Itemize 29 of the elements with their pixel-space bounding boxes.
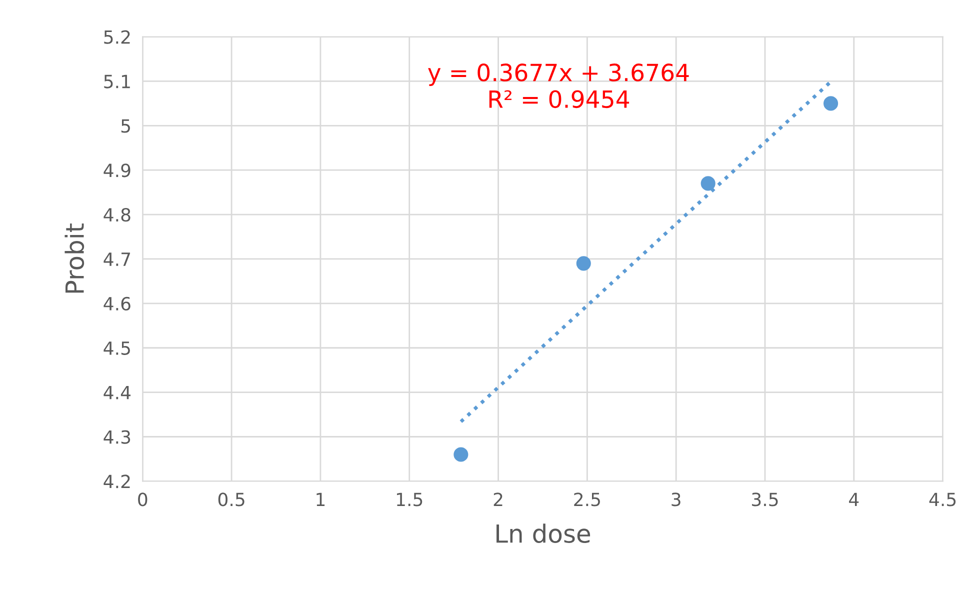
x-tick-label: 1 bbox=[316, 492, 325, 506]
y-tick-label: 5.2 bbox=[104, 30, 130, 44]
point bbox=[824, 96, 838, 111]
x-tick-label: 0 bbox=[138, 492, 148, 506]
annotation: R² = 0.9454 bbox=[489, 90, 630, 108]
y-tick-label: 4.9 bbox=[104, 164, 130, 178]
y-tick-label: 4.8 bbox=[104, 208, 130, 222]
y-tick-label: 5 bbox=[121, 119, 130, 133]
point bbox=[454, 447, 468, 462]
x-tick-label: 4 bbox=[849, 492, 859, 506]
y-tick-label: 5.1 bbox=[104, 74, 130, 88]
point bbox=[700, 176, 716, 191]
y-tick-label: 4.2 bbox=[104, 474, 130, 488]
annotation: y = 0.3677x + 3.6764 bbox=[428, 64, 689, 86]
y-tick-label: 4.6 bbox=[104, 296, 130, 311]
y-axis-title: Probit bbox=[64, 223, 84, 293]
y-tick-label: 4.4 bbox=[104, 386, 131, 400]
x-axis-title: Ln dose bbox=[496, 524, 590, 544]
x-tick-label: 4.5 bbox=[929, 492, 956, 506]
point bbox=[576, 256, 591, 271]
x-tick-label: 0.5 bbox=[218, 492, 244, 506]
x-tick-label: 1.5 bbox=[396, 492, 422, 506]
x-tick-label: 2.5 bbox=[574, 492, 600, 506]
y-tick-label: 4.3 bbox=[104, 430, 130, 444]
x-tick-label: 3 bbox=[672, 492, 680, 506]
y-tick-label: 4.7 bbox=[104, 252, 130, 266]
x-tick-label: 3.5 bbox=[752, 492, 778, 506]
x-tick-label: 2 bbox=[494, 492, 502, 506]
y-tick-label: 4.5 bbox=[104, 342, 130, 355]
